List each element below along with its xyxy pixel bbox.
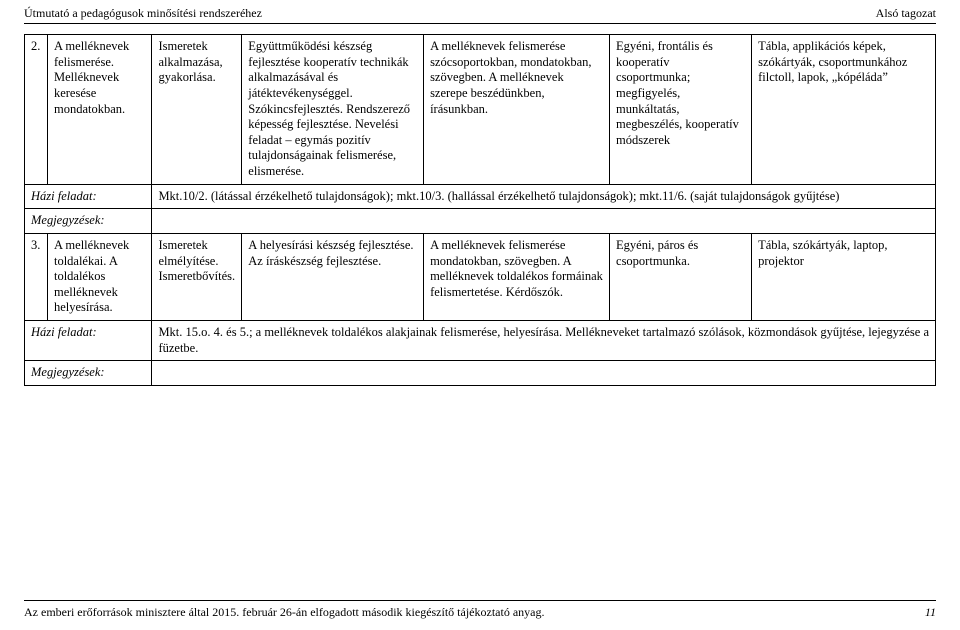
notes-text (152, 209, 936, 234)
cell-methods: Egyéni, páros és csoportmunka. (610, 233, 752, 320)
notes-row: Megjegyzések: (25, 361, 936, 386)
table-row: 3. A melléknevek toldalékai. A toldaléko… (25, 233, 936, 320)
cell-tools: Tábla, applikációs képek, szókártyák, cs… (752, 35, 936, 185)
cell-knowledge: Ismeretek alkalmazása, gyakorlása. (152, 35, 242, 185)
cell-skills: A helyesírási készség fejlesztése. Az ír… (242, 233, 424, 320)
cell-topic: A melléknevek toldalékai. A toldalékos m… (47, 233, 151, 320)
notes-row: Megjegyzések: (25, 209, 936, 234)
notes-label: Megjegyzések: (25, 209, 152, 234)
notes-text (152, 361, 936, 386)
cell-skills: Együttműködési készség fejlesztése koope… (242, 35, 424, 185)
cell-tools: Tábla, szókártyák, laptop, projektor (752, 233, 936, 320)
cell-content: A melléknevek felismerése mondatokban, s… (424, 233, 610, 320)
header-right: Alsó tagozat (876, 6, 936, 21)
cell-topic: A melléknevek felismerése. Melléknevek k… (47, 35, 151, 185)
cell-methods: Egyéni, frontális és kooperatív csoportm… (610, 35, 752, 185)
footer-page-number: 11 (925, 605, 936, 620)
table-row: 2. A melléknevek felismerése. Mellékneve… (25, 35, 936, 185)
header-left: Útmutató a pedagógusok minősítési rendsz… (24, 6, 262, 21)
page-header: Útmutató a pedagógusok minősítési rendsz… (24, 0, 936, 24)
homework-label: Házi feladat: (25, 184, 152, 209)
homework-row: Házi feladat: Mkt.10/2. (látással érzéke… (25, 184, 936, 209)
row-number: 3. (25, 233, 48, 320)
homework-label: Házi feladat: (25, 321, 152, 361)
content-table: 2. A melléknevek felismerése. Mellékneve… (24, 34, 936, 386)
cell-content: A melléknevek felismerése szócsoportokba… (424, 35, 610, 185)
homework-text: Mkt.10/2. (látással érzékelhető tulajdon… (152, 184, 936, 209)
page-footer: Az emberi erőforrások minisztere által 2… (24, 600, 936, 620)
cell-knowledge: Ismeretek elmélyítése. Ismeretbővítés. (152, 233, 242, 320)
row-number: 2. (25, 35, 48, 185)
footer-left: Az emberi erőforrások minisztere által 2… (24, 605, 544, 620)
homework-row: Házi feladat: Mkt. 15.o. 4. és 5.; a mel… (25, 321, 936, 361)
homework-text: Mkt. 15.o. 4. és 5.; a melléknevek tolda… (152, 321, 936, 361)
notes-label: Megjegyzések: (25, 361, 152, 386)
